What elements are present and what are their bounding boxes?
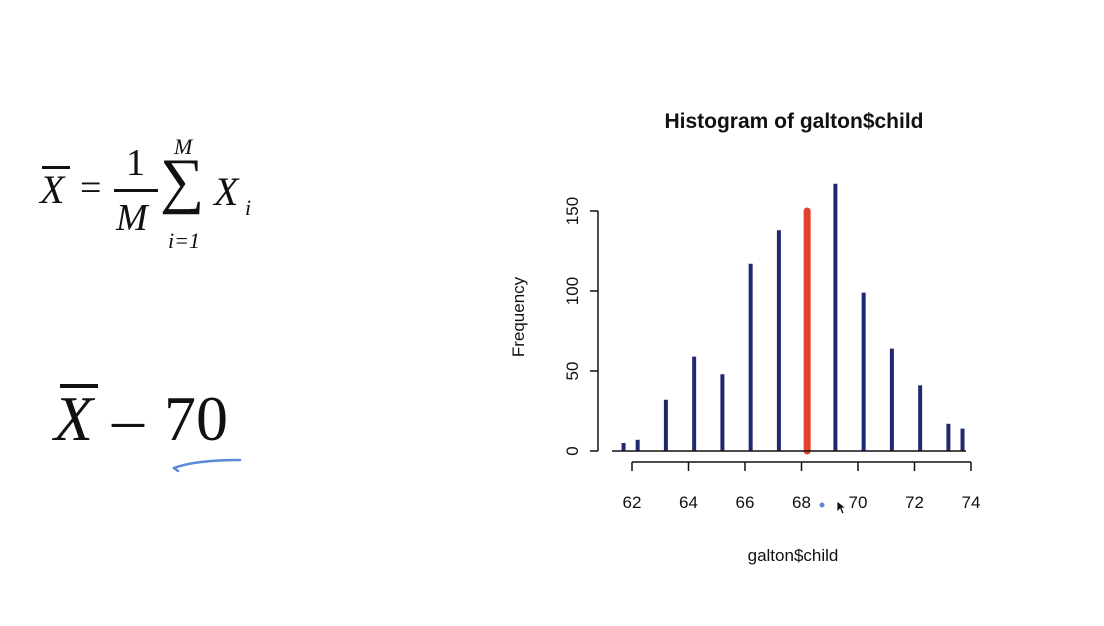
- x-axis: 62 64 66 68 70 72 74: [623, 461, 981, 512]
- underline-annotation: [172, 458, 242, 473]
- formula-sum-upper: M: [174, 134, 193, 159]
- y-tick-label: 50: [563, 362, 582, 381]
- x-tick-label: 62: [623, 493, 642, 512]
- formula-sum-lower: i=1: [168, 228, 200, 253]
- x-tick-label: 74: [962, 493, 981, 512]
- annotation-dot: [819, 502, 825, 508]
- formula-numerator: 1: [126, 142, 145, 184]
- mouse-pointer-icon: [836, 500, 848, 515]
- x-tick-label: 66: [736, 493, 755, 512]
- y-axis-label: Frequency: [509, 276, 528, 357]
- formula-denominator: M: [116, 197, 148, 239]
- x-axis-label: galton$child: [748, 546, 839, 565]
- expression-xbar-bar: [60, 384, 98, 388]
- formula-term: X: [214, 169, 239, 214]
- x-tick-label: 70: [849, 493, 868, 512]
- y-tick-label: 100: [563, 277, 582, 305]
- formula-sigma: ∑: [160, 147, 205, 215]
- expression-symbol: X: [54, 383, 94, 454]
- x-tick-label: 64: [679, 493, 698, 512]
- y-axis: 0 50 100 150: [563, 197, 599, 456]
- y-tick-label: 150: [563, 197, 582, 225]
- expression-operator: –: [112, 383, 144, 454]
- formula-equals: =: [80, 167, 102, 209]
- formula-subscript: i: [245, 195, 252, 220]
- formula-fraction-line: [114, 189, 158, 192]
- formula-xbar-bar: [42, 166, 70, 169]
- formula-lhs: X: [40, 167, 65, 212]
- bars-group: [612, 183, 966, 455]
- y-tick-label: 0: [563, 446, 582, 455]
- chart-title: Histogram of galton$child: [664, 110, 923, 133]
- expression-value: 70: [164, 383, 228, 454]
- x-tick-label: 72: [905, 493, 924, 512]
- x-tick-label: 68: [792, 493, 811, 512]
